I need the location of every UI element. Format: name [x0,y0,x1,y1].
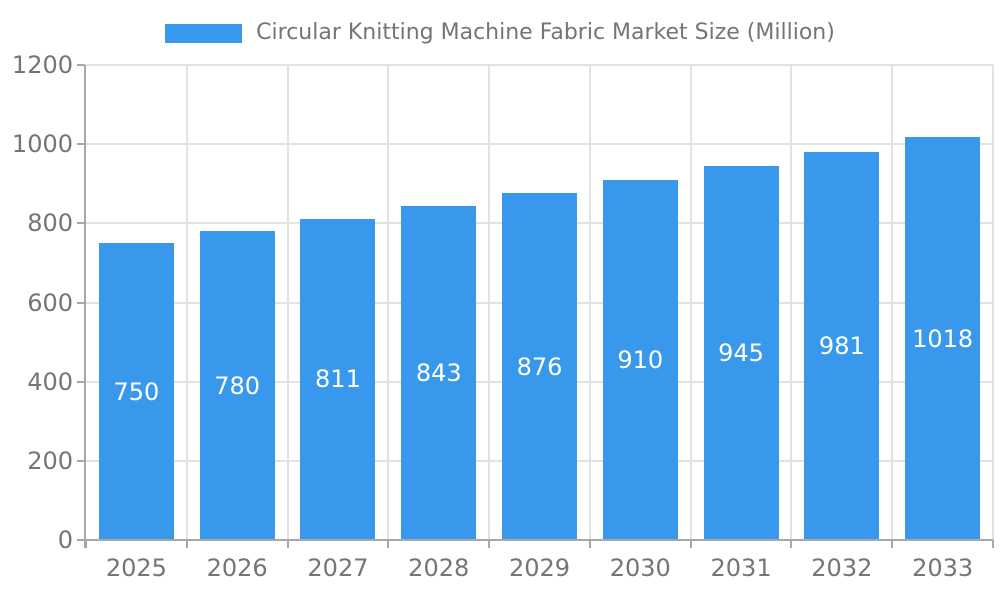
bar[interactable]: 811 [300,218,376,540]
y-axis-tick [77,222,85,225]
y-axis-tick-label: 600 [27,288,73,317]
bar-value-label: 876 [516,352,563,381]
bar-value-label: 750 [113,377,160,406]
bar[interactable]: 780 [199,231,275,540]
legend-swatch [165,23,243,43]
x-axis-tick [85,540,87,548]
bar[interactable]: 750 [98,243,174,540]
y-axis-tick [77,539,85,541]
x-axis-tick [185,540,188,548]
gridline-vertical [185,65,188,540]
x-axis-tick-label: 2032 [811,554,873,582]
bar[interactable]: 1018 [905,137,981,540]
x-axis-tick [286,540,289,548]
gridline-vertical [689,65,692,540]
gridline-horizontal [86,143,993,146]
y-axis-line [84,65,86,548]
bar[interactable]: 945 [703,165,779,540]
bar-value-label: 945 [718,338,764,367]
gridline-vertical [588,65,591,540]
legend-label: Circular Knitting Machine Fabric Market … [256,19,835,45]
y-axis-tick-label: 400 [27,367,73,396]
x-axis-tick-label: 2026 [206,554,268,582]
y-axis-tick [77,143,85,146]
bar-value-label: 811 [315,365,361,394]
bar-value-label: 780 [214,371,261,400]
x-axis-tick-label: 2025 [105,554,167,582]
x-axis-tick [387,540,390,548]
x-axis-tick-label: 2031 [710,554,772,582]
bar[interactable]: 876 [502,193,577,540]
y-axis-tick [77,301,85,304]
gridline-horizontal [86,64,993,66]
y-axis-tick-label: 1200 [11,51,73,79]
x-axis-tick-label: 2033 [912,554,974,582]
gridline-vertical [992,65,994,540]
x-axis-tick [488,540,491,548]
gridline-vertical [488,65,491,540]
x-axis-tick-label: 2028 [408,554,470,582]
bar-value-label: 1018 [912,324,974,353]
bar-value-label: 843 [415,359,462,388]
y-axis-tick-label: 1000 [11,130,73,159]
chart-legend[interactable]: Circular Knitting Machine Fabric Market … [0,14,1000,52]
x-axis-tick [790,540,793,548]
x-axis-tick-label: 2027 [307,554,369,582]
y-axis-tick-label: 800 [27,209,73,238]
y-axis-tick [77,459,85,462]
gridline-vertical [891,65,894,540]
y-axis-tick [77,64,85,66]
bar-value-label: 981 [818,331,865,360]
x-axis-tick [992,540,994,548]
x-axis-tick [689,540,692,548]
x-axis-line [86,539,993,541]
plot-area: 750 780 811 843 876 910 945 981 1018 [86,64,994,540]
y-axis-tick [77,380,85,383]
gridline-vertical [790,65,793,540]
y-axis-tick-label: 0 [57,526,73,554]
x-axis-tick [588,540,591,548]
x-axis-tick-label: 2030 [609,554,671,582]
x-axis-tick-label: 2029 [508,554,571,582]
x-axis-tick [891,540,894,548]
gridline-vertical [387,65,390,540]
bar[interactable]: 910 [602,179,678,540]
bar-value-label: 910 [617,345,664,374]
bar[interactable]: 981 [804,151,880,540]
gridline-vertical [286,65,289,540]
bar[interactable]: 843 [401,206,477,540]
y-axis-tick-label: 200 [27,446,73,475]
